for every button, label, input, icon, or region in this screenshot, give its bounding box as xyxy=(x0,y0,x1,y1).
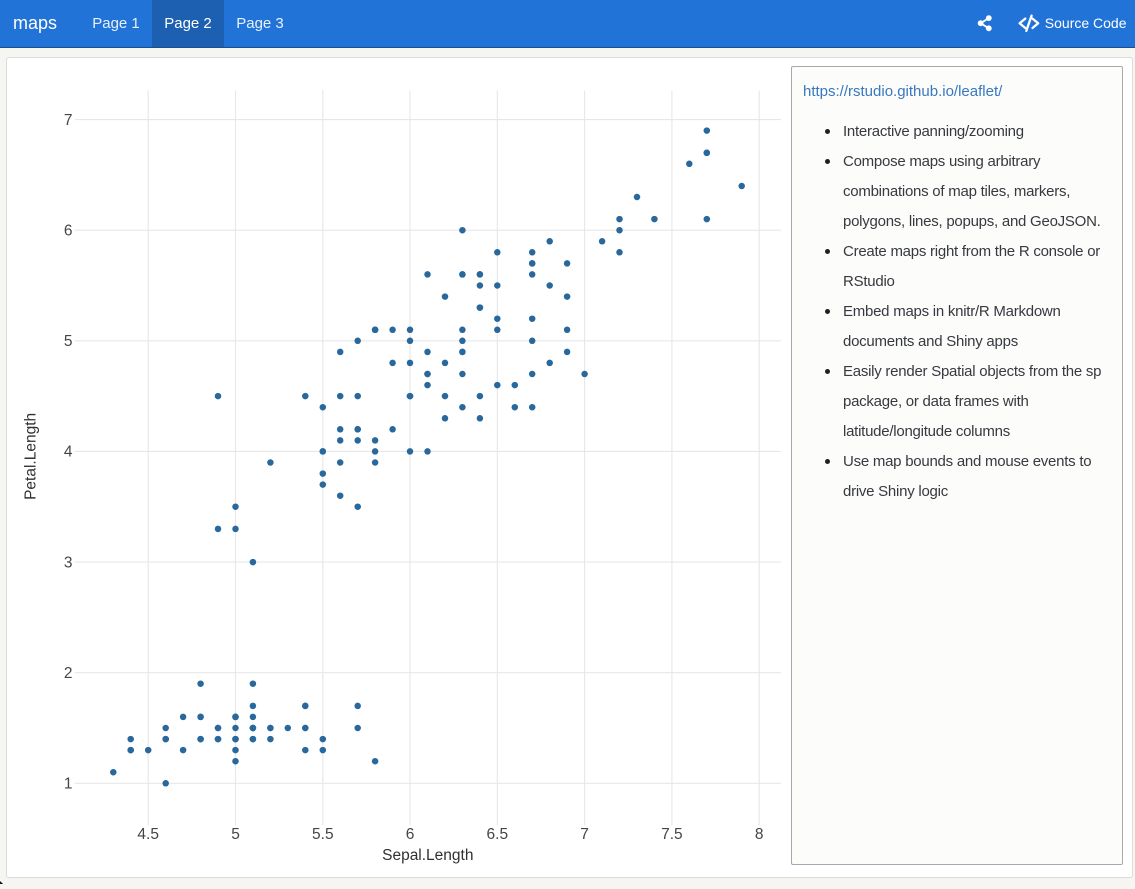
svg-text:5.5: 5.5 xyxy=(312,826,334,843)
svg-text:5: 5 xyxy=(64,333,73,350)
svg-text:7: 7 xyxy=(580,826,589,843)
svg-text:4.5: 4.5 xyxy=(137,826,159,843)
svg-text:5: 5 xyxy=(231,826,240,843)
svg-text:7: 7 xyxy=(64,112,73,129)
svg-text:Petal.Length: Petal.Length xyxy=(22,413,39,500)
svg-text:6: 6 xyxy=(406,826,415,843)
svg-text:7.5: 7.5 xyxy=(661,826,683,843)
svg-text:4: 4 xyxy=(64,444,73,461)
svg-text:3: 3 xyxy=(64,554,73,571)
svg-text:6: 6 xyxy=(64,222,73,239)
svg-text:2: 2 xyxy=(64,665,73,682)
svg-text:Sepal.Length: Sepal.Length xyxy=(382,847,473,864)
svg-text:6.5: 6.5 xyxy=(487,826,509,843)
svg-text:1: 1 xyxy=(64,776,73,793)
svg-text:8: 8 xyxy=(755,826,764,843)
